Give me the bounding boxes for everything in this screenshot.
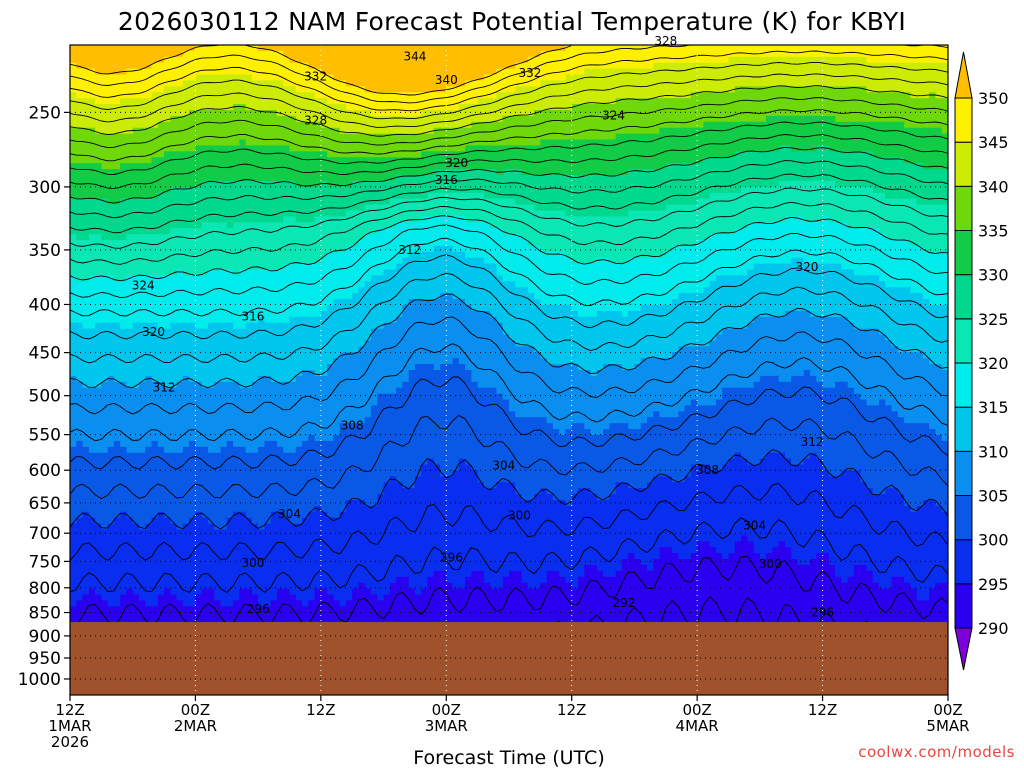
- terrain-fill: [70, 622, 948, 695]
- x-tick-label: 5MAR: [926, 717, 969, 735]
- contour-label: 300: [759, 557, 782, 571]
- contour-label: 300: [508, 508, 531, 522]
- colorbar-label: 305: [978, 487, 1009, 506]
- x-tick-label: 12Z: [808, 701, 837, 719]
- contour-label: 304: [743, 519, 766, 533]
- terrain: [70, 622, 948, 695]
- y-tick-label: 750: [29, 552, 61, 572]
- colorbar-label: 320: [978, 354, 1009, 373]
- colorbar-band: [955, 186, 972, 230]
- colorbar-band: [955, 407, 972, 451]
- colorbar-band: [955, 275, 972, 319]
- y-tick-label: 300: [29, 178, 61, 198]
- contour-label: 304: [278, 507, 301, 521]
- y-tick-label: 350: [29, 241, 61, 261]
- x-tick-label: 2026: [51, 733, 89, 751]
- contour-label: 308: [341, 419, 364, 433]
- contour-label: 312: [801, 435, 824, 449]
- colorbar-band: [955, 142, 972, 186]
- contour-label: 332: [518, 66, 541, 80]
- colorbar-label: 290: [978, 619, 1009, 638]
- colorbar-band: [955, 584, 972, 628]
- chart-title: 2026030112 NAM Forecast Potential Temper…: [118, 7, 906, 36]
- x-tick-label: 12Z: [306, 701, 335, 719]
- colorbar-band: [955, 540, 972, 584]
- x-tick-label: 3MAR: [425, 717, 468, 735]
- colorbar-band: [955, 363, 972, 407]
- colorbar-label: 335: [978, 222, 1009, 241]
- contour-label: 320: [445, 156, 468, 170]
- y-tick-label: 900: [29, 627, 61, 647]
- colorbar-label: 350: [978, 89, 1009, 108]
- contour-label: 304: [492, 458, 515, 472]
- contour-label: 292: [613, 596, 636, 610]
- y-tick-label: 650: [29, 494, 61, 514]
- contour-label: 344: [403, 49, 426, 63]
- colorbar-label: 345: [978, 133, 1009, 152]
- contour-label: 324: [132, 279, 155, 293]
- colorbar-label: 340: [978, 177, 1009, 196]
- contour-label: 316: [241, 310, 264, 324]
- contour-label: 308: [696, 463, 719, 477]
- x-tick-label: 12Z: [557, 701, 586, 719]
- colorbar-band: [955, 231, 972, 275]
- contour-label: 328: [654, 34, 677, 48]
- x-axis-title: Forecast Time (UTC): [413, 747, 604, 768]
- contour-label: 320: [142, 325, 165, 339]
- contour-label: 296: [247, 602, 270, 616]
- y-tick-label: 550: [29, 426, 61, 446]
- y-tick-label: 1000: [18, 670, 61, 690]
- y-tick-label: 950: [29, 649, 61, 669]
- contour-label: 312: [398, 243, 421, 257]
- colorbar-band: [955, 451, 972, 495]
- pressure-axis: 250 300 350 400 450 500 550 600 650 700 750 800 850 9…: [18, 103, 70, 690]
- x-tick-label: 2MAR: [174, 717, 217, 735]
- colorbar-label: 300: [978, 531, 1009, 550]
- y-tick-label: 850: [29, 604, 61, 624]
- y-tick-label: 400: [29, 295, 61, 315]
- colorbar-arrow-top: [955, 52, 972, 98]
- contour-label: 320: [795, 260, 818, 274]
- contour-label: 300: [241, 556, 264, 570]
- contour-label: 312: [153, 380, 176, 394]
- y-tick-label: 800: [29, 579, 61, 599]
- colorbar: 290 295 300 305 310 315 320 325 330 335 340 345 350: [955, 52, 1009, 670]
- y-tick-label: 500: [29, 387, 61, 407]
- y-tick-label: 250: [29, 103, 61, 123]
- colorbar-label: 295: [978, 575, 1009, 594]
- x-tick-label: 4MAR: [676, 717, 719, 735]
- colorbar-band: [955, 319, 972, 363]
- colorbar-band: [955, 496, 972, 540]
- y-tick-label: 450: [29, 344, 61, 364]
- colorbar-band: [955, 98, 972, 142]
- watermark: coolwx.com/models: [858, 743, 1015, 761]
- contour-label: 296: [440, 551, 463, 565]
- colorbar-arrow-bottom: [955, 628, 972, 670]
- contour-label: 316: [435, 173, 458, 187]
- theta-field: [70, 45, 949, 696]
- contour-label: 340: [435, 73, 458, 87]
- colorbar-label: 310: [978, 442, 1009, 461]
- y-tick-label: 700: [29, 524, 61, 544]
- contour-label: 324: [602, 109, 625, 123]
- contour-label: 328: [304, 113, 327, 127]
- colorbar-label: 330: [978, 266, 1009, 285]
- contour-label: 332: [304, 70, 327, 84]
- contour-label: 296: [811, 606, 834, 620]
- colorbar-label: 315: [978, 398, 1009, 417]
- colorbar-label: 325: [978, 310, 1009, 329]
- y-tick-label: 600: [29, 461, 61, 481]
